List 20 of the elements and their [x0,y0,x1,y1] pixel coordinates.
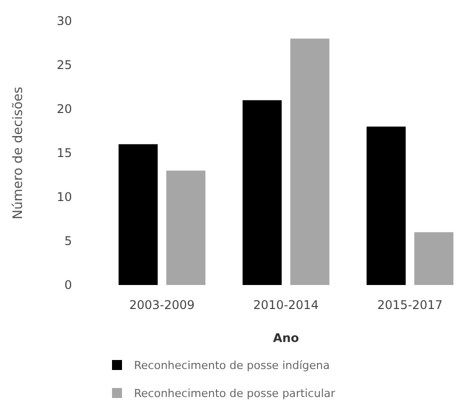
y-tick-label: 15 [56,146,72,160]
bar [118,144,158,285]
y-tick-label: 10 [56,190,72,204]
bar [242,100,282,285]
bar [290,38,330,285]
y-axis-title: Número de decisões [11,86,26,220]
y-tick-label: 20 [56,102,72,116]
x-tick-label: 2010-2014 [253,298,319,312]
bar [366,126,406,285]
legend-label: Reconhecimento de posse indígena [134,358,330,372]
y-tick-label: 5 [64,234,72,248]
y-tick-label: 25 [56,58,72,72]
legend-label: Reconhecimento de posse particular [134,386,336,400]
x-tick-label: 2015-2017 [377,298,443,312]
x-tick-label: 2003-2009 [129,298,195,312]
x-axis-title: Ano [272,331,300,345]
y-tick-label: 30 [56,14,72,28]
y-tick-label: 0 [64,278,72,292]
bar [414,232,454,285]
bar [166,170,206,285]
